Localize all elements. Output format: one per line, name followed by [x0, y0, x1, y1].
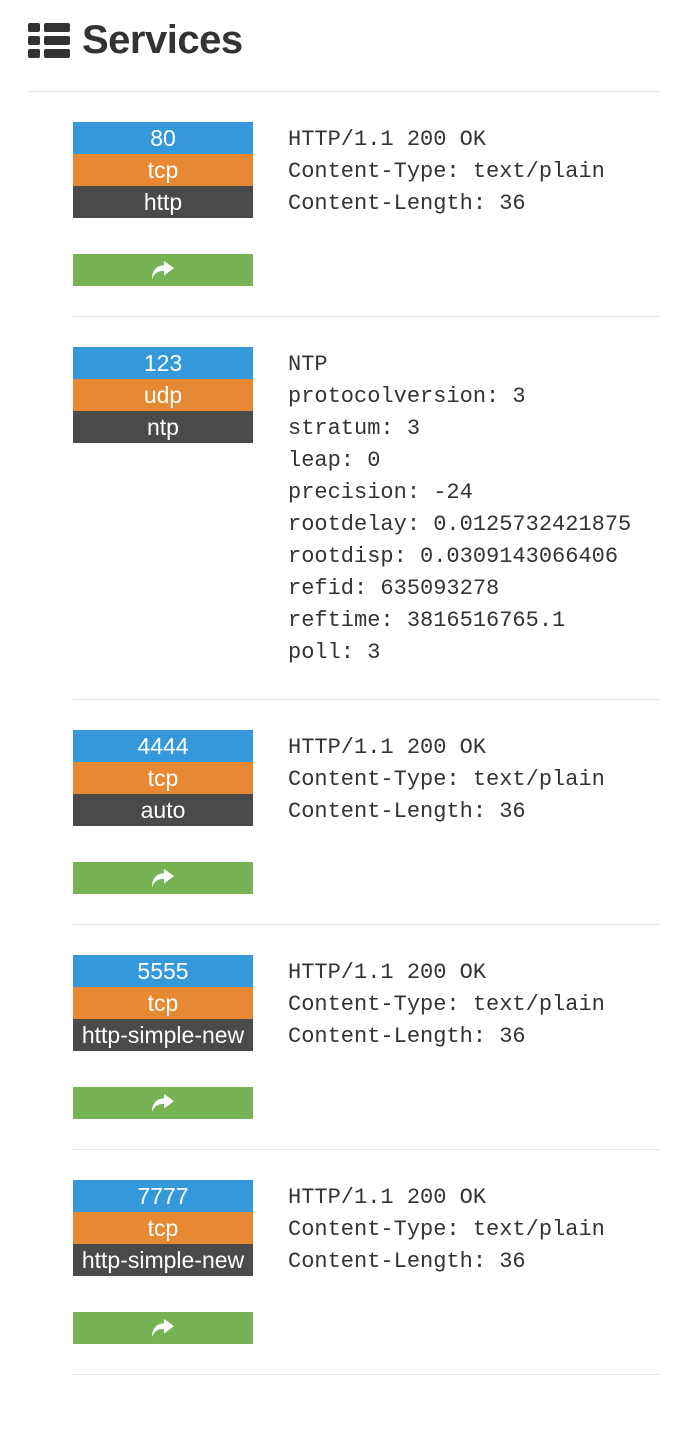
share-icon — [152, 1093, 174, 1113]
service-badges: 80tcphttp — [73, 122, 253, 286]
service-badges: 7777tcphttp-simple-new — [73, 1180, 253, 1344]
service-badges: 5555tcphttp-simple-new — [73, 955, 253, 1119]
service-output: HTTP/1.1 200 OK Content-Type: text/plain… — [288, 730, 660, 828]
service-output: HTTP/1.1 200 OK Content-Type: text/plain… — [288, 122, 660, 220]
service-badges: 123udpntp — [73, 347, 253, 443]
service-row: 5555tcphttp-simple-new HTTP/1.1 200 OK C… — [73, 925, 660, 1150]
share-button[interactable] — [73, 1087, 253, 1119]
list-icon — [28, 23, 70, 59]
service-name-badge: http-simple-new — [73, 1019, 253, 1051]
protocol-badge: udp — [73, 379, 253, 411]
service-row: 80tcphttp HTTP/1.1 200 OK Content-Type: … — [73, 92, 660, 317]
share-icon — [152, 260, 174, 280]
services-list: 80tcphttp HTTP/1.1 200 OK Content-Type: … — [28, 92, 660, 1375]
protocol-badge: tcp — [73, 1212, 253, 1244]
service-output: HTTP/1.1 200 OK Content-Type: text/plain… — [288, 1180, 660, 1278]
protocol-badge: tcp — [73, 762, 253, 794]
service-badges: 4444tcpauto — [73, 730, 253, 894]
service-row: 7777tcphttp-simple-new HTTP/1.1 200 OK C… — [73, 1150, 660, 1375]
share-button[interactable] — [73, 862, 253, 894]
port-badge: 123 — [73, 347, 253, 379]
service-row: 4444tcpauto HTTP/1.1 200 OK Content-Type… — [73, 700, 660, 925]
share-button[interactable] — [73, 1312, 253, 1344]
port-badge: 7777 — [73, 1180, 253, 1212]
port-badge: 4444 — [73, 730, 253, 762]
port-badge: 80 — [73, 122, 253, 154]
share-icon — [152, 1318, 174, 1338]
page-header: Services — [28, 18, 660, 92]
page-title: Services — [82, 18, 243, 63]
service-name-badge: http-simple-new — [73, 1244, 253, 1276]
share-button[interactable] — [73, 254, 253, 286]
port-badge: 5555 — [73, 955, 253, 987]
service-output: HTTP/1.1 200 OK Content-Type: text/plain… — [288, 955, 660, 1053]
service-output: NTP protocolversion: 3 stratum: 3 leap: … — [288, 347, 660, 669]
share-icon — [152, 868, 174, 888]
protocol-badge: tcp — [73, 154, 253, 186]
service-row: 123udpntp NTP protocolversion: 3 stratum:… — [73, 317, 660, 700]
service-name-badge: auto — [73, 794, 253, 826]
protocol-badge: tcp — [73, 987, 253, 1019]
service-name-badge: ntp — [73, 411, 253, 443]
service-name-badge: http — [73, 186, 253, 218]
